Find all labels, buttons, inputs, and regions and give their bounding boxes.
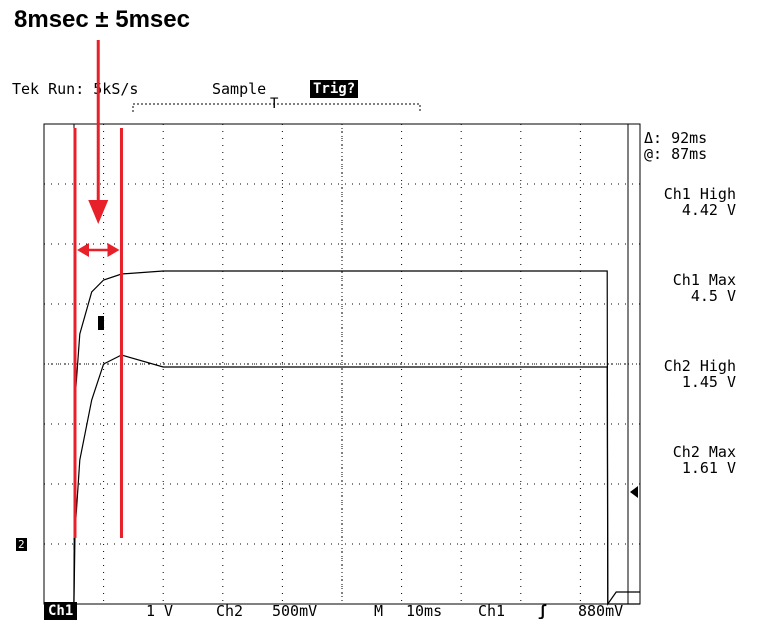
measurement-label: Ch1 High	[663, 185, 736, 203]
measurement-value: 1.61 V	[681, 459, 736, 477]
span-arrow-head-left	[76, 243, 89, 257]
trigger-edge-icon: ʃ	[538, 602, 548, 620]
measurement-label: Ch2 Max	[672, 443, 736, 461]
acquisition-mode: Sample	[212, 80, 267, 98]
ch2-label: Ch2	[216, 602, 244, 620]
ch1-level-marker	[98, 316, 104, 330]
measurement-label: Ch1 Max	[672, 271, 736, 289]
cursor-at-readout: @: 87ms	[644, 145, 708, 163]
ch2-scale: 500mV	[272, 602, 318, 620]
trace-ch2	[44, 354, 640, 617]
annotation-arrow-head	[88, 200, 109, 224]
ground-marker: 2	[16, 538, 27, 551]
measurement-value: 4.5 V	[690, 287, 736, 305]
trigger-level: 880mV	[578, 602, 624, 620]
measurement-value: 4.42 V	[681, 201, 736, 219]
trigger-level-arrow	[630, 486, 638, 498]
measurement-label: Ch2 High	[663, 357, 736, 375]
ch1-scale: 1 V	[146, 602, 174, 620]
measurement-value: 1.45 V	[681, 373, 736, 391]
cursor-delta-readout: Δ: 92ms	[644, 129, 708, 147]
acquisition-status: Tek Run: 5kS/s	[12, 80, 139, 98]
trigger-position-bracket	[132, 103, 421, 112]
span-arrow-head-right	[107, 243, 120, 257]
trigger-state-badge: Trig?	[310, 80, 359, 98]
timebase-prefix: M	[374, 602, 384, 620]
trigger-source: Ch1	[478, 602, 506, 620]
annotation-title: 8msec ± 5msec	[14, 6, 190, 33]
timebase-value: 10ms	[406, 602, 443, 620]
